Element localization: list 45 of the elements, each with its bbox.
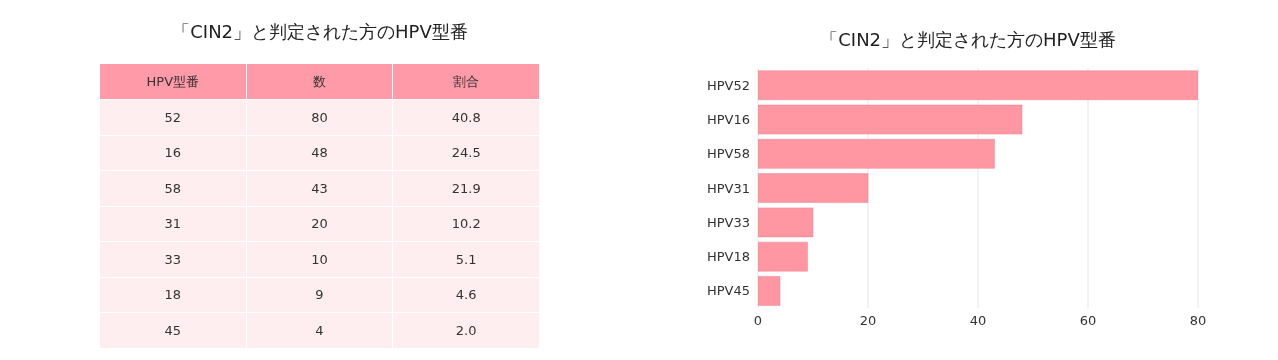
data-label: 48 (246, 135, 393, 170)
y-tick-label: HPV45 (706, 283, 750, 299)
data-label: 10 (246, 242, 393, 277)
text: 「CIN2」と判定された方のHPV型番 (171, 20, 469, 44)
bar (758, 70, 1198, 100)
data-label: 43 (246, 171, 393, 206)
bar (758, 207, 814, 238)
bar (758, 104, 1023, 135)
data-label: 80 (246, 100, 393, 135)
series-label: 数 (246, 64, 393, 99)
category-label: 45 (100, 313, 246, 348)
y-tick-label: HPV18 (706, 249, 750, 265)
data-label: 5.1 (393, 242, 540, 277)
category-label: 31 (100, 206, 246, 241)
series-label: 割合 (393, 64, 540, 99)
data-label: 40.8 (393, 100, 540, 135)
y-tick-label: HPV33 (706, 214, 750, 230)
x-tick-label: 40 (969, 313, 987, 329)
data-label: 24.5 (393, 135, 540, 170)
y-tick-label: HPV31 (706, 180, 750, 196)
category-label: 33 (100, 242, 246, 277)
y-tick-label: HPV52 (706, 77, 750, 93)
category-label: 16 (100, 135, 246, 170)
bar (758, 241, 808, 272)
data-label: 2.0 (393, 313, 540, 348)
y-tick-label: HPV58 (706, 146, 750, 162)
data-label: 21.9 (393, 171, 540, 206)
x-tick-label: 60 (1079, 313, 1097, 329)
x-tick-label: 0 (753, 313, 763, 329)
category-label: 18 (100, 277, 246, 312)
text: HPV型番 (100, 64, 246, 99)
data-label: 4 (246, 313, 393, 348)
bar (758, 139, 995, 169)
chart-title: 「CIN2」と判定された方のHPV型番 (819, 28, 1117, 52)
bar (758, 276, 781, 306)
data-label: 10.2 (393, 206, 540, 241)
category-label: 58 (100, 171, 246, 206)
bar (758, 173, 869, 203)
category-label: 52 (100, 100, 246, 135)
y-tick-label: HPV16 (706, 112, 750, 128)
x-tick-label: 20 (859, 313, 877, 329)
data-label: 20 (246, 206, 393, 241)
data-label: 9 (246, 277, 393, 312)
data-label: 4.6 (393, 277, 540, 312)
x-tick-label: 80 (1189, 313, 1207, 329)
